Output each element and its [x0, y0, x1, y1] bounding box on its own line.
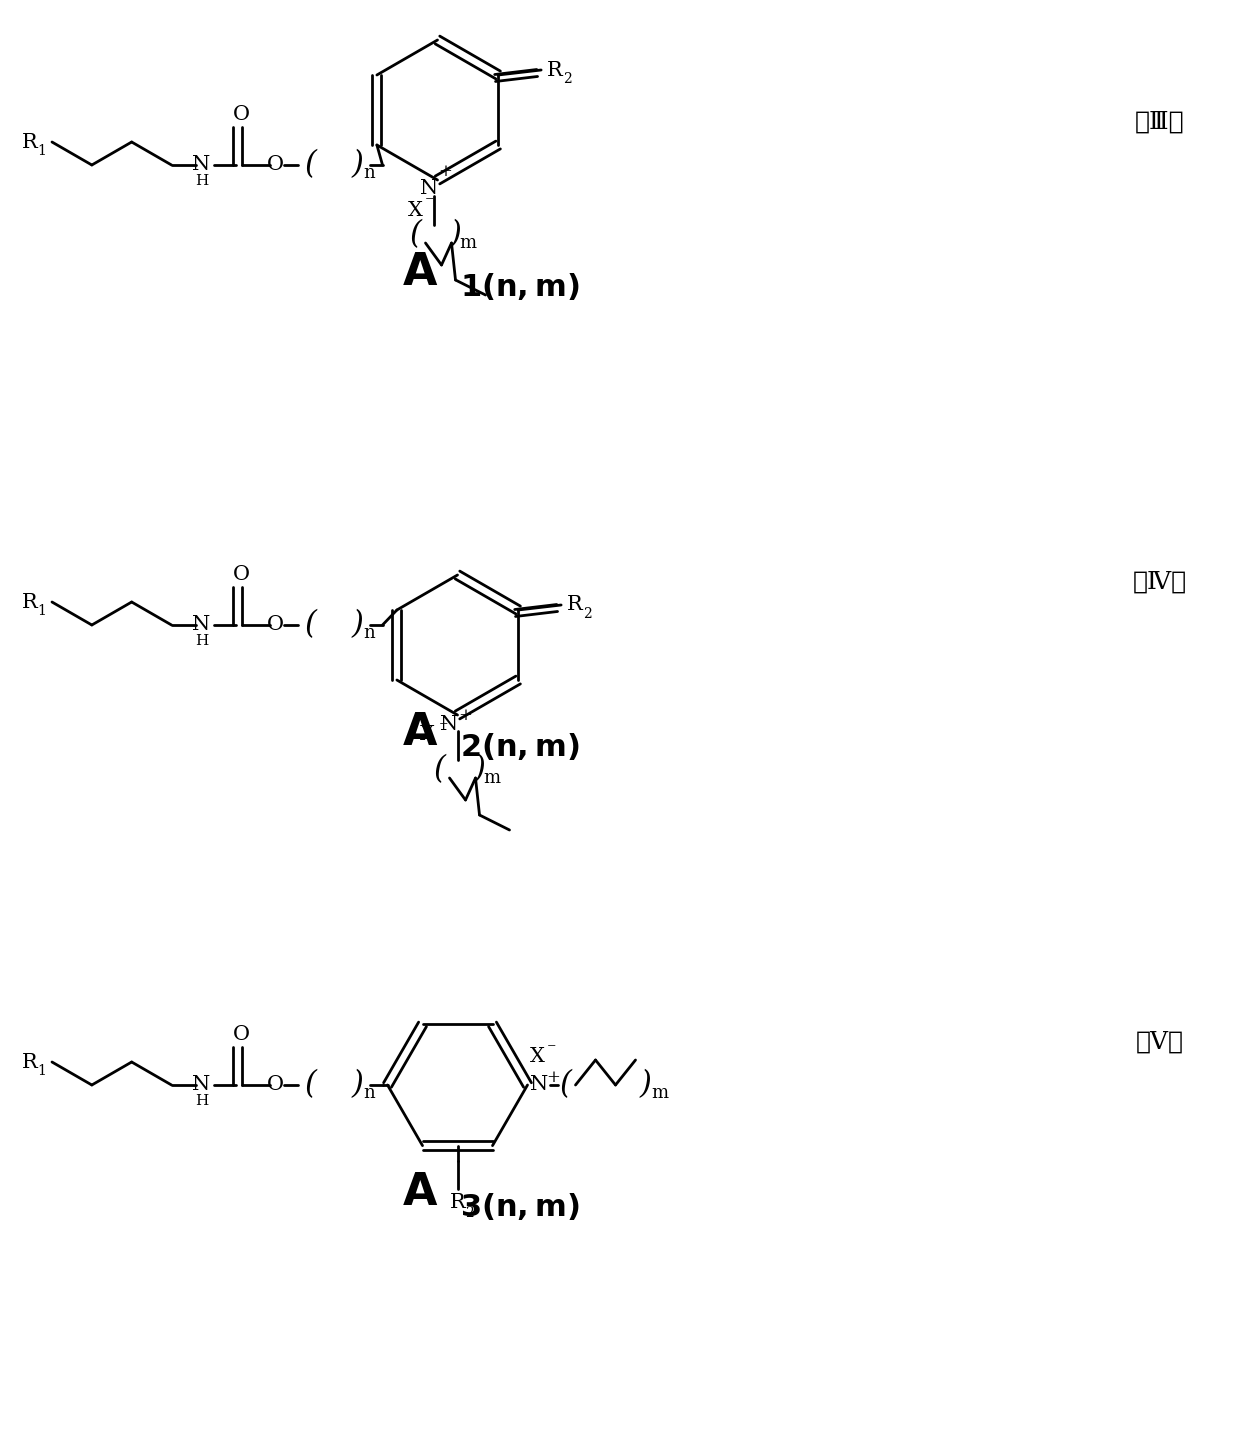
Text: N: N	[531, 1075, 548, 1094]
Text: 1: 1	[37, 145, 46, 158]
Text: （Ⅴ）: （Ⅴ）	[1136, 1031, 1184, 1054]
Text: N: N	[192, 1075, 211, 1094]
Text: R: R	[567, 596, 583, 614]
Text: H: H	[195, 634, 208, 649]
Text: R: R	[22, 593, 38, 611]
Text: $\mathbf{A}$: $\mathbf{A}$	[402, 710, 438, 753]
Text: (: (	[305, 610, 316, 640]
Text: N: N	[420, 179, 439, 198]
Text: （Ⅲ）: （Ⅲ）	[1135, 110, 1184, 133]
Text: ⁻: ⁻	[439, 717, 449, 736]
Text: $\mathbf{A}$: $\mathbf{A}$	[402, 251, 438, 294]
Text: R: R	[547, 60, 563, 80]
Text: (: (	[409, 219, 422, 251]
Text: $\mathbf{A}$: $\mathbf{A}$	[402, 1170, 438, 1213]
Text: n: n	[363, 624, 376, 642]
Text: O: O	[267, 156, 284, 175]
Text: ): )	[474, 755, 485, 786]
Text: +: +	[439, 163, 453, 180]
Text: （Ⅳ）: （Ⅳ）	[1133, 570, 1187, 593]
Text: N: N	[192, 156, 211, 175]
Text: ): )	[352, 1070, 363, 1101]
Text: $\mathbf{3(n,m)}$: $\mathbf{3(n,m)}$	[460, 1191, 579, 1223]
Text: ⁻: ⁻	[547, 1040, 557, 1058]
Text: 1: 1	[37, 1064, 46, 1078]
Text: O: O	[267, 616, 284, 634]
Text: H: H	[195, 1094, 208, 1108]
Text: 1: 1	[37, 604, 46, 619]
Text: (: (	[434, 755, 445, 786]
Text: R: R	[450, 1193, 465, 1211]
Text: (: (	[559, 1070, 572, 1101]
Text: X: X	[420, 726, 435, 745]
Text: N: N	[440, 716, 459, 735]
Text: ): )	[640, 1070, 651, 1101]
Text: ⁻: ⁻	[425, 193, 434, 211]
Text: R: R	[22, 1053, 38, 1071]
Text: 2: 2	[583, 607, 591, 621]
Text: n: n	[363, 1084, 376, 1103]
Text: m: m	[651, 1084, 668, 1103]
Text: X: X	[408, 200, 423, 219]
Text: N: N	[192, 616, 211, 634]
Text: ): )	[450, 219, 461, 251]
Text: O: O	[233, 106, 250, 125]
Text: H: H	[195, 175, 208, 188]
Text: O: O	[233, 1025, 250, 1044]
Text: m: m	[459, 233, 476, 252]
Text: ): )	[352, 149, 363, 180]
Text: (: (	[305, 1070, 316, 1101]
Text: O: O	[267, 1075, 284, 1094]
Text: R: R	[22, 133, 38, 152]
Text: m: m	[482, 769, 500, 788]
Text: 2: 2	[465, 1206, 474, 1220]
Text: +: +	[547, 1068, 560, 1085]
Text: X: X	[529, 1047, 544, 1067]
Text: $\mathbf{2(n,m)}$: $\mathbf{2(n,m)}$	[460, 732, 579, 762]
Text: +: +	[459, 706, 472, 723]
Text: ): )	[352, 610, 363, 640]
Text: (: (	[305, 149, 316, 180]
Text: O: O	[233, 566, 250, 584]
Text: n: n	[363, 165, 376, 182]
Text: $\mathbf{1(n,m)}$: $\mathbf{1(n,m)}$	[460, 272, 579, 302]
Text: 2: 2	[563, 72, 572, 86]
